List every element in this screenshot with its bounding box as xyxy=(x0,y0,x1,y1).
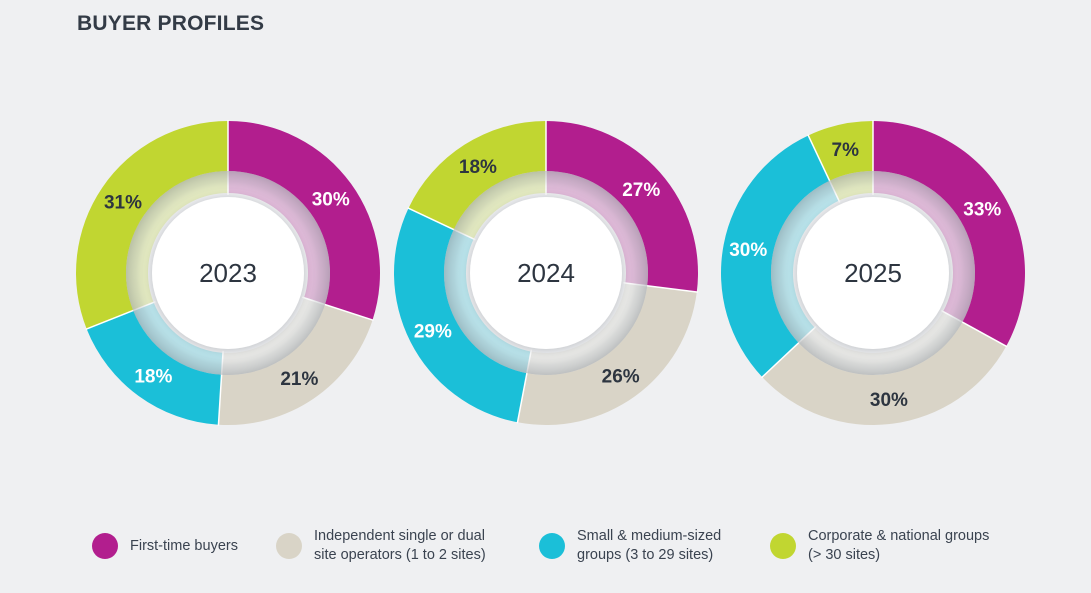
data-label-small-medium-groups: 30% xyxy=(729,240,767,261)
slice-independent-operators xyxy=(762,322,1007,425)
data-label-independent-operators: 26% xyxy=(602,367,640,388)
data-label-small-medium-groups: 18% xyxy=(134,367,172,388)
donut-chart-2023: 2023 30% 21% 18% 31% xyxy=(76,120,380,426)
data-label-first-time-buyers: 27% xyxy=(622,180,660,201)
legend-swatch xyxy=(539,533,565,559)
donut-center xyxy=(797,197,949,349)
data-label-corporate-groups: 7% xyxy=(832,140,860,161)
legend-item-small-medium-groups: Small & medium-sized groups (3 to 29 sit… xyxy=(539,526,721,566)
slice-corporate-groups xyxy=(808,121,873,181)
slice-small-medium-groups xyxy=(393,208,527,423)
data-label-first-time-buyers: 33% xyxy=(963,199,1001,220)
legend-label: Small & medium-sized groups (3 to 29 sit… xyxy=(577,528,722,563)
slice-corporate-groups xyxy=(76,121,228,329)
slice-first-time-buyers xyxy=(873,121,1025,347)
legend-swatch xyxy=(92,533,118,559)
donut-charts: 2023 30% 21% 18% 31% 2024 27% 26% 29% 18% 2025 33% 3… xyxy=(76,120,1025,426)
center-year-label: 2024 xyxy=(517,258,575,288)
data-label-independent-operators: 21% xyxy=(280,369,318,390)
slice-corporate-groups xyxy=(408,121,546,230)
donut-center xyxy=(152,197,304,349)
data-label-corporate-groups: 18% xyxy=(459,157,497,178)
slice-first-time-buyers xyxy=(228,121,380,320)
slice-small-medium-groups xyxy=(721,135,830,378)
data-label-corporate-groups: 31% xyxy=(104,193,142,214)
slice-first-time-buyers xyxy=(546,121,698,293)
legend-swatch xyxy=(770,533,796,559)
donut-chart-2024: 2024 27% 26% 29% 18% xyxy=(393,120,698,425)
center-year-label: 2025 xyxy=(844,258,902,288)
legend-item-first-time-buyers: First-time buyers xyxy=(92,526,238,566)
page-title: BUYER PROFILES xyxy=(77,12,265,35)
center-year-label: 2023 xyxy=(199,258,257,288)
legend-label: Corporate & national groups (> 30 sites) xyxy=(808,528,990,563)
data-label-first-time-buyers: 30% xyxy=(312,189,350,210)
legend: First-time buyers Independent single or … xyxy=(0,526,1091,576)
data-label-independent-operators: 30% xyxy=(870,390,908,411)
legend-item-independent-operators: Independent single or dual site operator… xyxy=(276,526,486,566)
slice-independent-operators xyxy=(218,304,373,425)
legend-label: First-time buyers xyxy=(130,537,238,554)
donut-chart-2025: 2025 33% 30% 30% 7% xyxy=(721,120,1025,425)
legend-item-corporate-groups: Corporate & national groups (> 30 sites) xyxy=(770,526,989,566)
legend-swatch xyxy=(276,533,302,559)
donut-center xyxy=(470,197,622,349)
slice-independent-operators xyxy=(517,285,697,425)
legend-label: Independent single or dual site operator… xyxy=(314,528,486,563)
slice-small-medium-groups xyxy=(86,310,222,425)
data-label-small-medium-groups: 29% xyxy=(414,322,452,343)
